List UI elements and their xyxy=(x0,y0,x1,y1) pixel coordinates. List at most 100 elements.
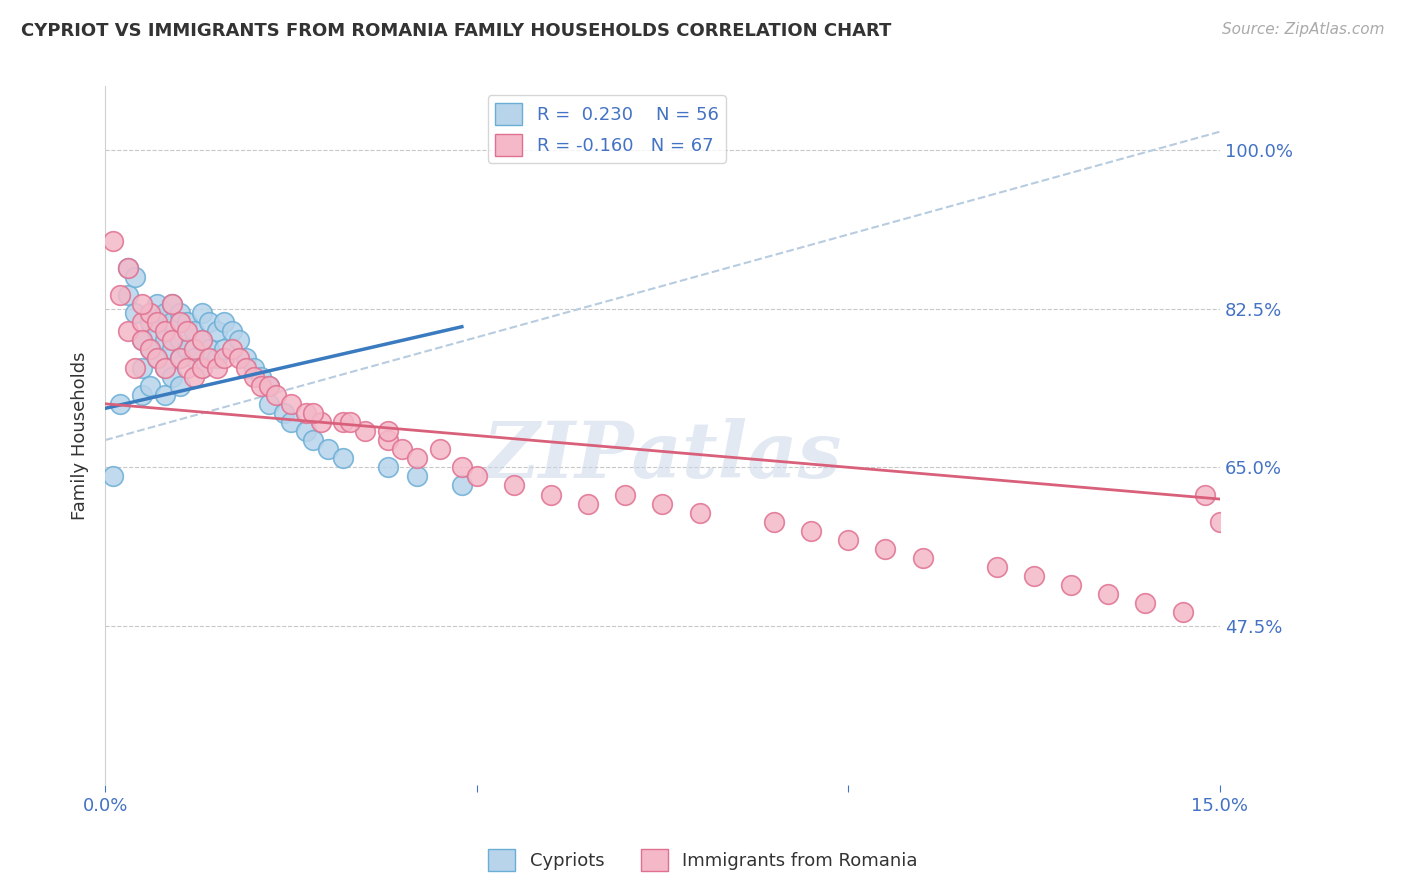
Point xyxy=(228,334,250,348)
Point xyxy=(139,343,162,357)
Point xyxy=(875,541,897,556)
Point xyxy=(176,324,198,338)
Point xyxy=(191,360,214,375)
Point xyxy=(295,406,318,420)
Point xyxy=(153,388,176,402)
Point xyxy=(1171,606,1194,620)
Point xyxy=(243,360,266,375)
Point xyxy=(153,334,176,348)
Point xyxy=(108,288,131,302)
Point xyxy=(160,369,183,384)
Point xyxy=(689,506,711,520)
Point xyxy=(117,288,139,302)
Legend: R =  0.230    N = 56, R = -0.160   N = 67: R = 0.230 N = 56, R = -0.160 N = 67 xyxy=(488,95,725,163)
Point xyxy=(153,324,176,338)
Point xyxy=(762,515,785,529)
Point xyxy=(450,460,472,475)
Point xyxy=(101,469,124,483)
Point xyxy=(191,306,214,320)
Point xyxy=(212,351,235,366)
Point xyxy=(1022,569,1045,583)
Point xyxy=(139,343,162,357)
Point xyxy=(198,315,221,329)
Point xyxy=(183,343,205,357)
Point xyxy=(465,469,488,483)
Point xyxy=(377,433,399,447)
Point xyxy=(183,324,205,338)
Point xyxy=(169,315,191,329)
Point xyxy=(131,315,153,329)
Point xyxy=(295,424,318,438)
Point xyxy=(183,351,205,366)
Point xyxy=(212,315,235,329)
Point xyxy=(131,388,153,402)
Point xyxy=(302,433,325,447)
Point xyxy=(406,451,429,466)
Point xyxy=(101,234,124,248)
Point xyxy=(131,334,153,348)
Point xyxy=(377,460,399,475)
Point xyxy=(986,560,1008,574)
Point xyxy=(169,351,191,366)
Point xyxy=(339,415,361,429)
Point xyxy=(191,334,214,348)
Point xyxy=(160,343,183,357)
Point xyxy=(146,297,169,311)
Point xyxy=(131,360,153,375)
Point xyxy=(1060,578,1083,592)
Point xyxy=(406,469,429,483)
Point xyxy=(221,324,243,338)
Point xyxy=(309,415,332,429)
Point xyxy=(450,478,472,492)
Point xyxy=(264,388,287,402)
Point xyxy=(169,351,191,366)
Point xyxy=(250,369,273,384)
Point xyxy=(169,306,191,320)
Point xyxy=(131,297,153,311)
Point xyxy=(273,406,295,420)
Point xyxy=(139,315,162,329)
Point xyxy=(176,315,198,329)
Point xyxy=(837,533,859,547)
Point xyxy=(160,315,183,329)
Point xyxy=(117,260,139,275)
Legend: Cypriots, Immigrants from Romania: Cypriots, Immigrants from Romania xyxy=(481,842,925,879)
Point xyxy=(124,360,146,375)
Point xyxy=(391,442,413,457)
Point xyxy=(800,524,823,538)
Point xyxy=(160,334,183,348)
Point xyxy=(502,478,524,492)
Point xyxy=(302,406,325,420)
Point xyxy=(146,351,169,366)
Point xyxy=(212,343,235,357)
Point xyxy=(614,487,637,501)
Point xyxy=(429,442,451,457)
Point xyxy=(198,343,221,357)
Point xyxy=(228,351,250,366)
Point xyxy=(354,424,377,438)
Point xyxy=(540,487,562,501)
Point xyxy=(146,351,169,366)
Text: Source: ZipAtlas.com: Source: ZipAtlas.com xyxy=(1222,22,1385,37)
Point xyxy=(191,334,214,348)
Point xyxy=(221,343,243,357)
Point xyxy=(146,315,169,329)
Point xyxy=(1097,587,1119,601)
Point xyxy=(235,360,257,375)
Point xyxy=(146,324,169,338)
Point xyxy=(160,297,183,311)
Point xyxy=(117,324,139,338)
Point xyxy=(911,551,934,566)
Point xyxy=(280,415,302,429)
Point xyxy=(198,351,221,366)
Point xyxy=(651,497,673,511)
Point xyxy=(257,378,280,392)
Point xyxy=(243,369,266,384)
Point xyxy=(576,497,599,511)
Point xyxy=(316,442,339,457)
Point xyxy=(176,343,198,357)
Point xyxy=(117,260,139,275)
Point xyxy=(124,269,146,284)
Point xyxy=(139,378,162,392)
Point xyxy=(131,334,153,348)
